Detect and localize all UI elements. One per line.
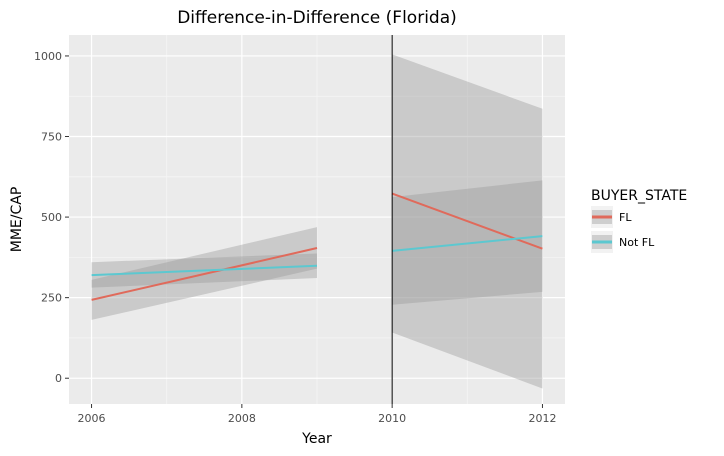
minor-gridlines <box>69 35 565 404</box>
y-tick-label: 1000 <box>34 50 62 63</box>
line-not-fl-1 <box>392 235 543 252</box>
y-axis-title: MME/CAP <box>9 187 25 253</box>
line-not-fl-0 <box>91 264 318 277</box>
x-axis-ticks: 2006 2008 2010 2012 <box>78 404 556 425</box>
series-lines <box>91 192 543 301</box>
x-tick-label: 2010 <box>378 412 406 425</box>
y-axis-ticks: 0 250 500 750 1000 <box>34 50 69 385</box>
y-tick-label: 0 <box>55 372 62 385</box>
y-tick-label: 750 <box>41 131 62 144</box>
legend-label-not-fl: Not FL <box>619 236 655 249</box>
x-tick-label: 2006 <box>78 412 106 425</box>
line-fl-0 <box>91 247 318 301</box>
chart-title: Difference-in-Difference (Florida) <box>177 8 457 28</box>
x-axis-title: Year <box>301 431 332 447</box>
legend-label-fl: FL <box>619 211 632 224</box>
y-tick-label: 500 <box>41 211 62 224</box>
legend: BUYER_STATE FL Not FL <box>591 188 687 253</box>
x-tick-label: 2012 <box>528 412 556 425</box>
y-tick-label: 250 <box>41 292 62 305</box>
legend-title: BUYER_STATE <box>591 188 687 204</box>
x-tick-label: 2008 <box>228 412 256 425</box>
